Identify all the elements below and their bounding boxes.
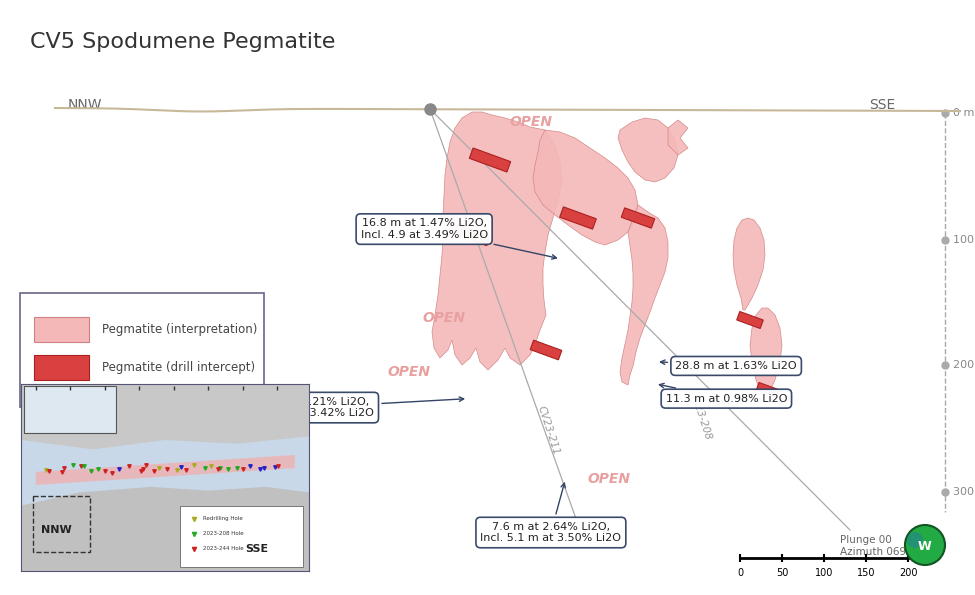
Text: 300 m: 300 m [953,487,975,497]
Text: NNW: NNW [68,98,102,112]
Polygon shape [733,218,765,310]
Bar [33,496,91,552]
Polygon shape [750,308,782,395]
Polygon shape [469,148,511,172]
Polygon shape [36,455,294,485]
Text: 7.6 m at 2.64% Li2O,
Incl. 5.1 m at 3.50% Li2O: 7.6 m at 2.64% Li2O, Incl. 5.1 m at 3.50… [481,483,621,543]
Text: OPEN: OPEN [510,115,553,129]
Text: 16.8 m at 1.47% Li2O,
Incl. 4.9 at 3.49% Li2O: 16.8 m at 1.47% Li2O, Incl. 4.9 at 3.49%… [361,218,557,259]
Text: SSE: SSE [869,98,895,112]
Polygon shape [21,487,309,571]
Text: OPEN: OPEN [388,365,431,379]
Polygon shape [620,205,668,385]
Text: 150: 150 [857,568,876,578]
Text: 100: 100 [815,568,834,578]
Text: W: W [918,540,932,553]
Text: NNW: NNW [41,525,71,535]
Bar [179,506,303,568]
Text: 200 m: 200 m [953,360,975,370]
Text: Plunge 00
Azimuth 069: Plunge 00 Azimuth 069 [840,535,906,556]
Text: Pegmatite (interpretation): Pegmatite (interpretation) [102,322,257,336]
Text: Pegmatite (drill intercept): Pegmatite (drill intercept) [102,361,255,374]
Polygon shape [757,383,780,397]
Text: 48.4 m at 1.21% Li2O,
Incl. 11.0 at 3.42% Li2O: 48.4 m at 1.21% Li2O, Incl. 11.0 at 3.42… [240,397,464,418]
Text: 2023-244 Hole: 2023-244 Hole [203,546,244,551]
Text: Redrilling Hole: Redrilling Hole [203,516,243,521]
Text: 28.8 m at 1.63% Li2O: 28.8 m at 1.63% Li2O [660,360,797,371]
Polygon shape [621,208,655,228]
Text: CV23-208: CV23-208 [687,389,713,441]
Circle shape [905,525,945,565]
FancyBboxPatch shape [34,317,89,342]
Text: CV23-211: CV23-211 [535,404,561,456]
Polygon shape [533,130,638,245]
Text: 0 m: 0 m [953,108,974,118]
Text: 200: 200 [899,568,917,578]
FancyBboxPatch shape [20,293,264,407]
Polygon shape [21,384,309,449]
Text: 0: 0 [737,568,743,578]
Text: OPEN: OPEN [588,472,631,486]
Circle shape [907,532,923,548]
FancyBboxPatch shape [34,355,89,380]
Polygon shape [618,118,678,182]
Text: OPEN: OPEN [422,311,465,325]
Polygon shape [560,207,597,229]
Text: 11.3 m at 0.98% Li2O: 11.3 m at 0.98% Li2O [659,383,787,403]
Polygon shape [530,340,562,360]
Polygon shape [432,112,562,370]
Text: CV5 Spodumene Pegmatite: CV5 Spodumene Pegmatite [30,32,335,52]
Text: SSE: SSE [246,544,269,554]
Text: 2023-208 Hole: 2023-208 Hole [203,531,244,536]
Text: 100 m: 100 m [953,235,975,245]
Polygon shape [668,120,688,155]
Polygon shape [453,224,490,246]
Bar [24,386,116,433]
Polygon shape [737,312,763,328]
Text: 50: 50 [776,568,788,578]
